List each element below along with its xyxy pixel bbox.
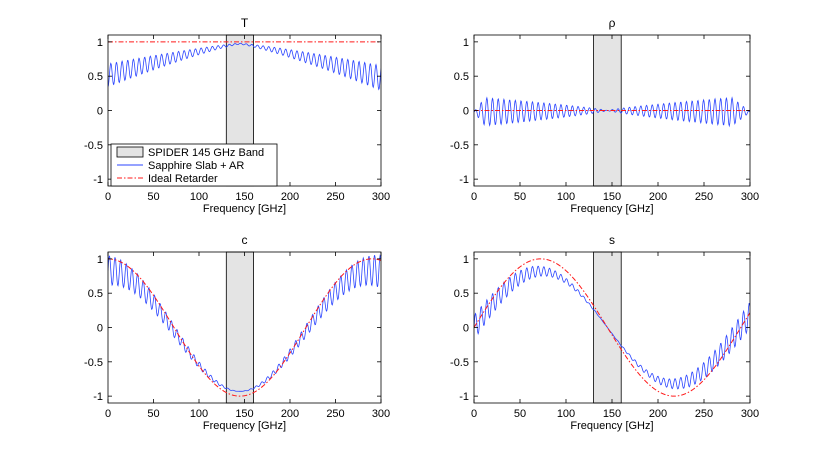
legend-label: Sapphire Slab + AR [148, 160, 244, 172]
y-tick-label: 0 [463, 323, 469, 335]
chart-panel-T: 0 50 100 150 200 250 300 -1 -0.5 0 0.5 1 T Frequency … [84, 16, 390, 215]
x-tick-label: 300 [741, 191, 759, 203]
x-tick-label: 250 [326, 191, 344, 203]
y-tick-label: -0.5 [450, 140, 469, 152]
x-tick-label: 200 [281, 408, 299, 420]
x-tick-label: 250 [695, 408, 713, 420]
legend-band-swatch [116, 146, 144, 158]
y-tick-label: 0.5 [88, 288, 103, 300]
x-tick-label: 250 [326, 408, 344, 420]
x-tick-label: 50 [147, 408, 159, 420]
x-tick-label: 200 [281, 191, 299, 203]
x-tick-label: 300 [741, 408, 759, 420]
x-tick-label: 100 [557, 191, 575, 203]
x-tick-label: 250 [695, 191, 713, 203]
series-line-slab [474, 96, 750, 128]
y-tick-label: 1 [97, 254, 103, 266]
x-axis-label: Frequency [GHz] [570, 203, 653, 215]
x-tick-label: 100 [190, 408, 208, 420]
series-line-ideal [474, 258, 750, 397]
y-tick-label: -1 [93, 174, 103, 186]
y-tick-label: 0 [463, 106, 469, 118]
x-tick-label: 50 [514, 408, 526, 420]
x-tick-label: 200 [649, 408, 667, 420]
x-tick-label: 200 [649, 191, 667, 203]
y-tick-label: -1 [93, 391, 103, 403]
panel-title: ρ [609, 16, 616, 30]
x-axis-label: Frequency [GHz] [203, 203, 286, 215]
panel-title: T [241, 16, 249, 30]
y-tick-label: 0 [97, 323, 103, 335]
chart-panel-c: 0 50 100 150 200 250 300 -1 -0.5 0 0.5 1 c Frequency … [84, 233, 390, 432]
legend-label: SPIDER 145 GHz Band [148, 147, 264, 159]
x-tick-label: 100 [557, 408, 575, 420]
x-tick-label: 150 [235, 191, 253, 203]
x-tick-label: 50 [147, 191, 159, 203]
y-tick-label: -0.5 [84, 357, 103, 369]
panel-title: s [609, 233, 615, 247]
y-tick-label: 0.5 [454, 71, 469, 83]
series-line-slab [474, 265, 750, 390]
y-tick-label: 1 [463, 37, 469, 49]
x-tick-label: 150 [235, 408, 253, 420]
y-tick-label: 0 [97, 106, 103, 118]
x-axis-label: Frequency [GHz] [203, 420, 286, 432]
y-tick-label: -0.5 [450, 357, 469, 369]
x-tick-label: 150 [603, 191, 621, 203]
panel-title: c [242, 233, 248, 247]
y-tick-label: 1 [97, 37, 103, 49]
series-line-slab [108, 42, 381, 91]
x-tick-label: 300 [372, 408, 390, 420]
x-axis-label: Frequency [GHz] [570, 420, 653, 432]
x-tick-label: 0 [105, 408, 111, 420]
band-patch [225, 251, 255, 404]
y-tick-label: 1 [463, 254, 469, 266]
x-tick-label: 0 [471, 408, 477, 420]
y-tick-label: 0.5 [454, 288, 469, 300]
legend-label: Ideal Retarder [148, 173, 218, 185]
chart-panel-rho: 0 50 100 150 200 250 300 -1 -0.5 0 0.5 1 ρ Frequency … [450, 16, 759, 215]
y-tick-label: 0.5 [88, 71, 103, 83]
y-tick-label: -0.5 [84, 140, 103, 152]
x-tick-label: 0 [471, 191, 477, 203]
chart-panel-s: 0 50 100 150 200 250 300 -1 -0.5 0 0.5 1 s Frequency … [450, 233, 759, 432]
x-tick-label: 100 [190, 191, 208, 203]
x-tick-label: 50 [514, 191, 526, 203]
x-tick-label: 0 [105, 191, 111, 203]
x-tick-label: 300 [372, 191, 390, 203]
y-tick-label: -1 [459, 391, 469, 403]
x-tick-label: 150 [603, 408, 621, 420]
y-tick-label: -1 [459, 174, 469, 186]
series-line-ideal [108, 258, 381, 397]
